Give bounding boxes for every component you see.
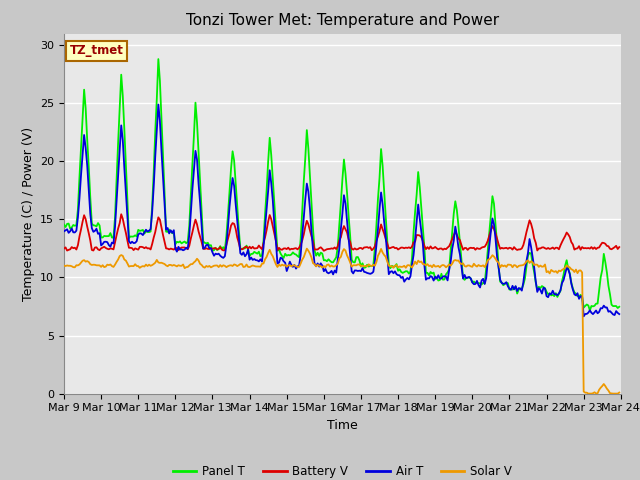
Air T: [154, 102, 162, 108]
Battery V: [130, 247, 138, 253]
X-axis label: Time: Time: [327, 419, 358, 432]
Battery V: [588, 244, 595, 250]
Panel T: [60, 222, 68, 228]
Solar V: [226, 263, 234, 268]
Battery V: [246, 244, 253, 250]
Battery V: [305, 221, 312, 227]
Text: TZ_tmet: TZ_tmet: [70, 44, 124, 58]
Panel T: [588, 303, 595, 309]
Panel T: [246, 253, 253, 259]
Battery V: [255, 242, 263, 248]
Line: Solar V: Solar V: [64, 249, 620, 394]
Air T: [227, 189, 235, 194]
Air T: [255, 259, 263, 264]
Solar V: [128, 263, 136, 269]
Air T: [305, 189, 312, 194]
Battery V: [117, 211, 125, 217]
Solar V: [244, 264, 252, 270]
Panel T: [305, 146, 312, 152]
Line: Panel T: Panel T: [64, 59, 620, 311]
Solar V: [305, 248, 312, 253]
Y-axis label: Temperature (C) / Power (V): Temperature (C) / Power (V): [22, 127, 35, 300]
Battery V: [60, 246, 68, 252]
Panel T: [128, 234, 136, 240]
Air T: [246, 257, 253, 263]
Panel T: [227, 166, 235, 171]
Air T: [60, 228, 68, 234]
Panel T: [586, 308, 594, 313]
Line: Air T: Air T: [64, 105, 620, 316]
Title: Tonzi Tower Met: Temperature and Power: Tonzi Tower Met: Temperature and Power: [186, 13, 499, 28]
Panel T: [154, 56, 162, 62]
Air T: [580, 313, 588, 319]
Solar V: [253, 264, 261, 269]
Solar V: [586, 391, 594, 396]
Line: Battery V: Battery V: [64, 214, 620, 251]
Solar V: [303, 246, 310, 252]
Battery V: [227, 223, 235, 228]
Solar V: [616, 390, 623, 396]
Battery V: [616, 244, 623, 250]
Air T: [588, 310, 595, 316]
Solar V: [588, 391, 595, 396]
Legend: Panel T, Battery V, Air T, Solar V: Panel T, Battery V, Air T, Solar V: [168, 461, 516, 480]
Solar V: [60, 263, 68, 268]
Air T: [128, 239, 136, 245]
Battery V: [320, 248, 328, 253]
Air T: [616, 311, 623, 317]
Panel T: [616, 304, 623, 310]
Panel T: [255, 249, 263, 254]
